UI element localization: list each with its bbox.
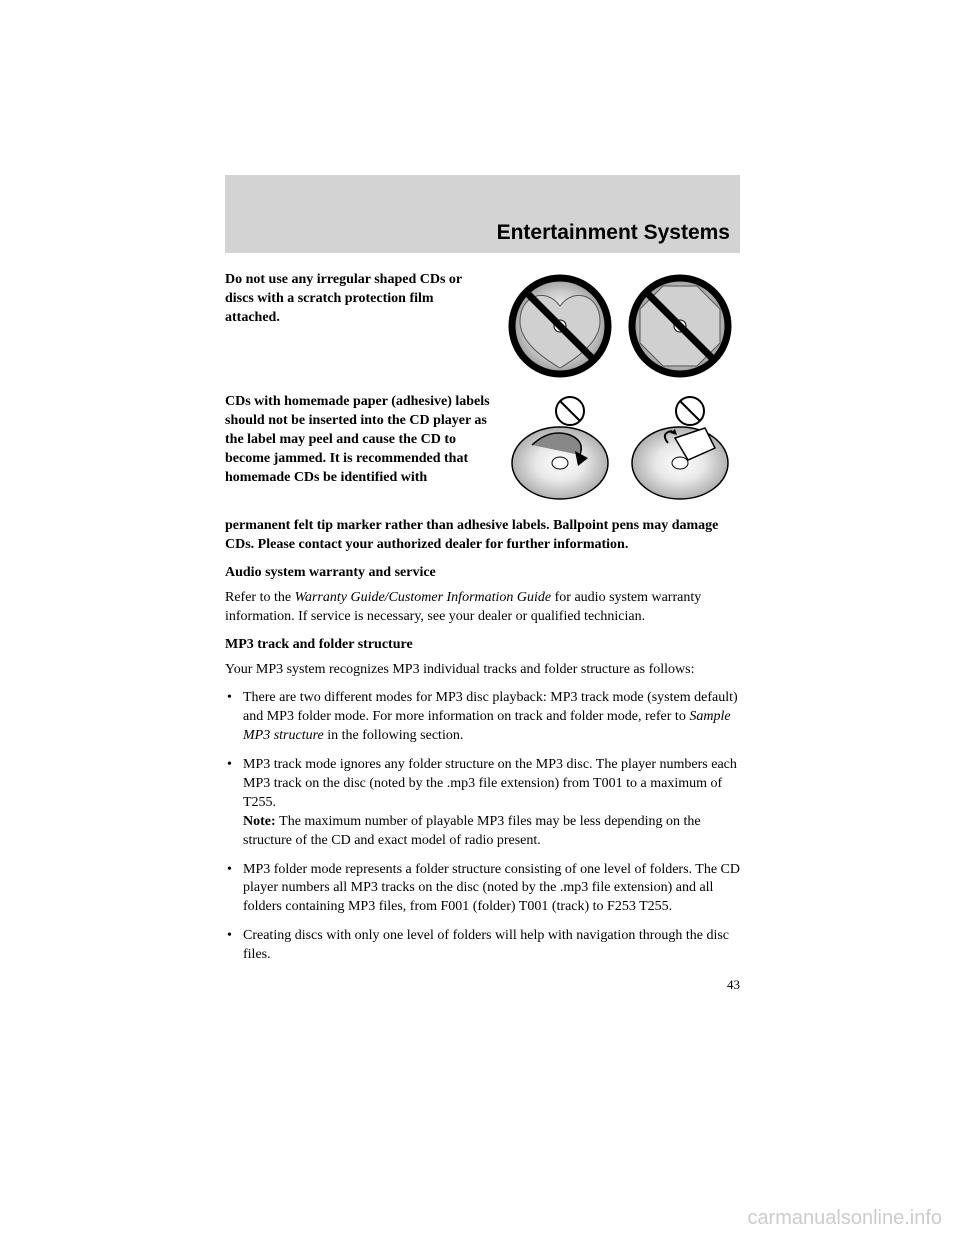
- page-content: Entertainment Systems Do not use any irr…: [225, 175, 740, 993]
- section2-text-full: permanent felt tip marker rather than ad…: [225, 517, 740, 555]
- b4-pre: Creating discs with only one level of fo…: [243, 928, 729, 962]
- section1-text: Do not use any irregular shaped CDs or d…: [225, 271, 500, 381]
- warranty-pre: Refer to the: [225, 590, 295, 605]
- warranty-italic: Warranty Guide/Customer Information Guid…: [295, 590, 552, 605]
- b3-pre: MP3 folder mode represents a folder stru…: [243, 862, 740, 915]
- watermark: carmanualsonline.info: [747, 1207, 942, 1230]
- b1-pre: There are two different modes for MP3 di…: [243, 690, 738, 724]
- warranty-heading: Audio system warranty and service: [225, 565, 740, 581]
- mp3-bullets: There are two different modes for MP3 di…: [225, 689, 740, 965]
- bullet-2: MP3 track mode ignores any folder struct…: [225, 756, 740, 850]
- mp3-intro: Your MP3 system recognizes MP3 individua…: [225, 661, 740, 680]
- b2-pre: MP3 track mode ignores any folder struct…: [243, 757, 737, 810]
- header-band: Entertainment Systems: [225, 175, 740, 253]
- adhesive-label-illustration: [500, 393, 740, 513]
- bullet-1: There are two different modes for MP3 di…: [225, 689, 740, 746]
- page-number: 43: [225, 977, 740, 993]
- b2-note-text: The maximum number of playable MP3 files…: [243, 814, 701, 848]
- section2-text-side: CDs with homemade paper (adhesive) label…: [225, 393, 500, 513]
- bullet-3: MP3 folder mode represents a folder stru…: [225, 861, 740, 918]
- section-irregular-cds: Do not use any irregular shaped CDs or d…: [225, 271, 740, 381]
- irregular-cd-illustration: [500, 271, 740, 381]
- b2-note-label: Note:: [243, 814, 279, 829]
- section-adhesive-labels: CDs with homemade paper (adhesive) label…: [225, 393, 740, 513]
- mp3-heading: MP3 track and folder structure: [225, 637, 740, 653]
- bullet-4: Creating discs with only one level of fo…: [225, 927, 740, 965]
- header-title: Entertainment Systems: [497, 221, 730, 245]
- warranty-text: Refer to the Warranty Guide/Customer Inf…: [225, 589, 740, 627]
- b1-post: in the following section.: [324, 728, 464, 743]
